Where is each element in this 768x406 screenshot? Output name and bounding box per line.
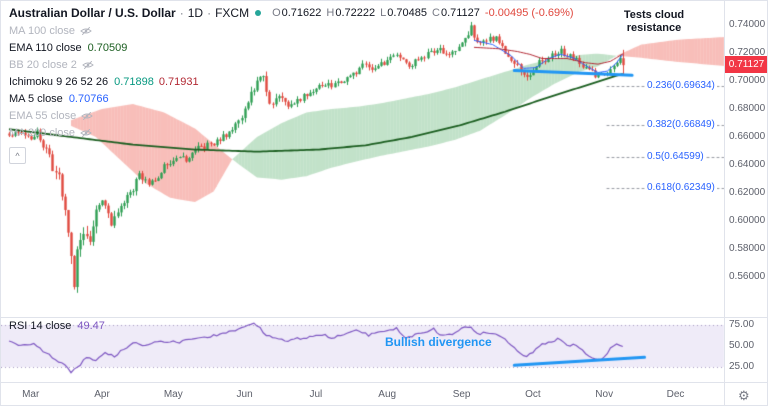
price-axis-label: 0.56000 [729,270,766,282]
time-axis-label: Sep [452,389,471,400]
price-axis-label: 0.58000 [729,242,766,254]
fib-level-label: 0.382(0.66849) [645,119,717,131]
annotation-bullish-divergence[interactable]: Bullish divergence [385,335,492,349]
legend-row-ma5[interactable]: MA 5 close 0.70766 [9,92,109,106]
rsi-axis-label: 50.00 [729,340,755,351]
time-axis-divider [1,382,767,383]
price-axis-label: 0.64000 [729,158,766,170]
price-axis-label: 0.60000 [729,214,766,226]
indicator-label: Ichimoku 9 26 52 26 [9,76,109,88]
rsi-axis-label: 75.00 [729,319,755,330]
eye-off-icon[interactable] [80,128,92,138]
time-axis-label: Mar [22,389,40,400]
indicator-value: 0.71931 [158,76,199,88]
price-change: -0.00495 (-0.69%) [484,7,574,19]
legend-row-ema110[interactable]: EMA 110 close 0.70509 [9,41,127,55]
legend-row-ma200[interactable]: MA 200 close [9,126,92,140]
legend-row-bb20[interactable]: BB 20 close 2 [9,58,94,72]
market-status-dot [255,10,262,16]
exchange-label[interactable]: FXCM [215,6,250,20]
ohlc-high-value: 0.72222 [335,7,376,19]
legend-row-ema55[interactable]: EMA 55 close [9,109,94,123]
ohlc-low-label: L [380,7,387,19]
pane-divider[interactable] [1,317,767,318]
ohlc-open-label: O [272,7,281,19]
last-price-tag: 0.71127 [725,56,767,74]
eye-off-icon[interactable] [82,60,94,70]
fib-level-label: 0.5(0.64599) [645,150,706,162]
indicator-label: BB 20 close 2 [9,59,77,71]
price-axis-label: 0.68000 [729,102,766,114]
annotation-cloud-resistance[interactable]: Tests cloud resistance [623,9,685,34]
rsi-legend[interactable]: RSI 14 close 49.47 [9,320,105,332]
indicator-value: 0.71898 [114,76,154,88]
settings-gear-icon[interactable]: ⚙ [738,388,750,403]
legend-row-ichimoku[interactable]: Ichimoku 9 26 52 26 0.71898 0.71931 [9,75,199,89]
ohlc-close-value: 0.71127 [440,7,480,19]
indicator-label: EMA 55 close [9,110,77,122]
time-axis-label: Oct [525,389,541,400]
time-axis-label: Apr [94,389,110,400]
indicator-label: RSI 14 close [9,320,72,332]
indicator-label: MA 100 close [9,25,76,37]
indicator-value: 0.70766 [68,93,109,105]
time-axis-label: Nov [595,389,614,400]
price-axis-label: 0.70000 [729,74,766,86]
time-axis-label: Jul [309,389,323,400]
indicator-label: EMA 110 close [9,42,82,54]
separator-dot: · [207,6,212,20]
indicator-value: 49.47 [77,320,105,332]
time-axis-label: Jun [236,389,253,400]
time-axis-label: May [163,389,183,400]
rsi-axis-label: 25.00 [729,361,755,372]
legend-row-ma100[interactable]: MA 100 close [9,24,92,38]
fib-level-label: 0.236(0.69634) [645,80,717,92]
ohlc-close-label: C [432,7,440,19]
price-axis-label: 0.62000 [729,186,766,198]
price-axis-label: 0.74000 [729,18,766,30]
indicator-label: MA 5 close [9,93,63,105]
eye-off-icon[interactable] [80,26,92,36]
chart-header: Australian Dollar / U.S. Dollar · 1D · F… [9,6,574,20]
time-axis-label: Aug [378,389,397,400]
separator-dot: · [179,6,184,20]
ohlc-high-label: H [326,7,335,19]
eye-off-icon[interactable] [81,111,94,121]
ohlc-open-value: 0.71622 [281,7,322,19]
ohlc-low-value: 0.70485 [387,7,427,19]
legend-collapse-button[interactable]: ^ [9,147,26,164]
price-axis-divider [724,1,725,405]
indicator-label: MA 200 close [9,127,76,139]
time-axis-label: Dec [666,389,685,400]
symbol-title[interactable]: Australian Dollar / U.S. Dollar [9,6,176,20]
price-axis-label: 0.72000 [729,46,766,58]
fib-level-label: 0.618(0.62349) [645,182,717,194]
indicator-value: 0.70509 [87,42,128,54]
price-axis-label: 0.66000 [729,130,766,142]
interval-label[interactable]: 1D [187,6,204,20]
